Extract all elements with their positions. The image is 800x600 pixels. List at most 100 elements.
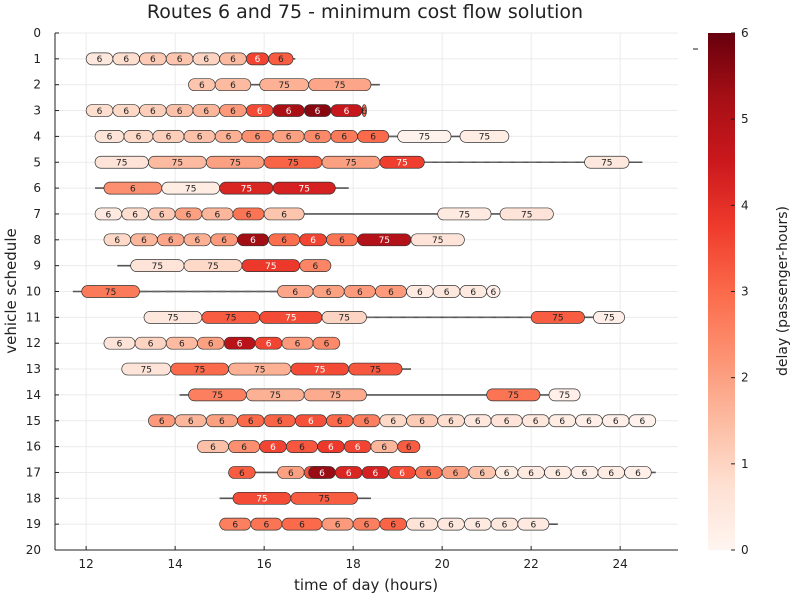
trip-route-label: 6 — [226, 133, 232, 143]
trip-route-label: 6 — [246, 210, 252, 220]
trip-route-label: 75 — [479, 133, 490, 143]
trip-bar — [459, 130, 510, 143]
trip-route-label: 6 — [114, 236, 120, 246]
x-tick-label: 12 — [79, 557, 94, 571]
trip-route-label: 75 — [207, 262, 218, 272]
trip-bar — [263, 207, 305, 221]
trip-route-label: 75 — [194, 365, 205, 375]
trip-route-label: 6 — [230, 55, 236, 65]
trip-bar — [624, 466, 652, 479]
trip-route-label: 6 — [370, 133, 376, 143]
trip-route-label: 6 — [166, 133, 172, 143]
trip-route-label: 6 — [373, 469, 379, 479]
trip-route-label: 75 — [225, 314, 236, 324]
y-tick-label: 8 — [33, 233, 41, 247]
trip-route-label: 6 — [390, 417, 396, 427]
y-tick-label: 20 — [26, 543, 41, 557]
trip-route-label: 6 — [504, 417, 510, 427]
trip-route-label: 6 — [278, 55, 284, 65]
trip-bar — [499, 207, 554, 221]
trip-route-label: 6 — [586, 417, 592, 427]
trip-bar — [268, 52, 294, 66]
trip-route-label: 6 — [219, 417, 225, 427]
trip-route-label: 6 — [150, 55, 156, 65]
colorbar: 0 1 2 3 4 5 6 — [693, 26, 749, 557]
trip-route-label: 6 — [141, 236, 147, 246]
y-tick-label: 18 — [26, 491, 41, 505]
trip-route-label: 6 — [337, 417, 343, 427]
trip-route-label: 6 — [357, 288, 363, 298]
trip-bar — [81, 285, 140, 298]
colorbar-tick-label: 0 — [741, 543, 749, 557]
trip-route-label: 75 — [459, 210, 470, 220]
y-tick-label: 7 — [33, 207, 41, 221]
trip-route-label: 6 — [399, 469, 405, 479]
trip-bar — [303, 388, 367, 402]
trip-route-label: 6 — [203, 107, 209, 117]
schedule-row: 6 6 6 6 6 6 6 6 6 6 75 75 — [94, 130, 510, 143]
trip-route-label: 75 — [298, 184, 309, 194]
trip-route-label: 6 — [107, 133, 113, 143]
trip-bar — [272, 181, 336, 195]
schedule-row: 6 6 6 6 6 6 6 6 — [103, 336, 341, 350]
trip-route-label: 6 — [324, 340, 330, 350]
trip-route-label: 6 — [475, 417, 481, 427]
y-tick-label: 16 — [26, 440, 41, 454]
trip-route-label: 6 — [417, 288, 423, 298]
trip-route-label: 6 — [490, 288, 496, 298]
trip-route-label: 6 — [208, 340, 214, 350]
colorbar-tick-label: 4 — [741, 198, 749, 212]
trip-route-label: 6 — [177, 55, 183, 65]
trip-route-label: 6 — [136, 133, 142, 143]
trip-route-label: 6 — [281, 236, 287, 246]
trip-bar — [584, 155, 630, 169]
trip-route-label: 6 — [277, 417, 283, 427]
trip-route-label: 75 — [229, 159, 240, 169]
trip-route-label: 6 — [426, 469, 432, 479]
trip-route-label: 6 — [148, 340, 154, 350]
trip-route-label: 6 — [239, 469, 245, 479]
y-tick-label: 14 — [26, 388, 41, 402]
trip-bar — [410, 233, 465, 247]
schedule-row: 75 75 75 6 — [117, 259, 332, 272]
trip-bar — [290, 491, 358, 505]
trip-route-label: 6 — [299, 520, 305, 530]
trip-route-label: 6 — [215, 210, 221, 220]
trip-bar — [530, 311, 585, 324]
trip-route-label: 6 — [640, 417, 646, 427]
trip-route-label: 75 — [140, 365, 151, 375]
trip-route-label: 75 — [603, 314, 614, 324]
trip-route-label: 6 — [232, 520, 238, 530]
trip-bar — [228, 466, 256, 479]
schedule-row: 6 6 6 6 6 6 6 75 75 — [94, 207, 554, 221]
trip-route-label: 6 — [533, 417, 539, 427]
y-tick-label: 0 — [33, 26, 41, 40]
trip-route-label: 6 — [288, 469, 294, 479]
trip-route-label: 75 — [330, 391, 341, 401]
trip-route-label: 75 — [172, 159, 183, 169]
colorbar-tick-label: 5 — [741, 112, 749, 126]
trip-route-label: 6 — [341, 133, 347, 143]
schedule-row: 6 6 6 6 6 6 6 6 6 6 6 — [85, 104, 367, 117]
trip-route-label: 75 — [212, 391, 223, 401]
trip-route-label: 6 — [339, 236, 345, 246]
schedule-row: 6 6 6 6 6 6 6 6 6 75 75 — [103, 233, 465, 247]
chart-title: Routes 6 and 75 - minimum cost flow solu… — [147, 1, 583, 23]
colorbar-tick-label: 2 — [741, 371, 749, 385]
schedule-row: 6 6 6 6 6 6 6 6 — [85, 52, 296, 66]
y-tick-label: 2 — [33, 78, 41, 92]
trip-route-label: 6 — [270, 443, 276, 453]
trip-route-label: 6 — [159, 210, 165, 220]
trip-route-label: 75 — [256, 495, 267, 505]
colorbar-gradient — [708, 33, 735, 550]
trip-route-label: 6 — [528, 469, 534, 479]
trip-route-label: 6 — [559, 417, 565, 427]
trip-bar — [361, 104, 367, 117]
trip-route-label: 6 — [241, 443, 247, 453]
trip-route-label: 6 — [299, 443, 305, 453]
trip-route-label: 6 — [286, 107, 292, 117]
trip-bar — [593, 311, 625, 324]
trip-route-label: 6 — [257, 107, 263, 117]
schedule-row: 75 75 — [219, 491, 371, 505]
